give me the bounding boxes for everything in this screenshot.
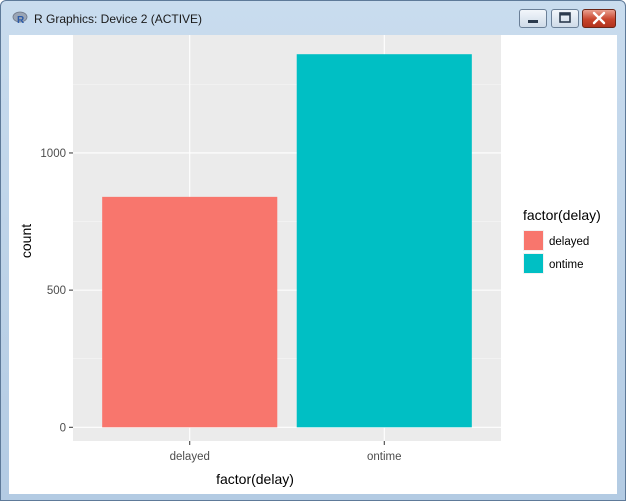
close-button[interactable]	[582, 9, 616, 28]
maximize-button[interactable]	[551, 9, 579, 28]
y-axis-title: count	[18, 224, 34, 258]
bar-chart: 0 500 1000 delayed ontime factor(delay) cou…	[18, 35, 601, 487]
close-icon	[592, 11, 606, 25]
x-tick-label: ontime	[367, 451, 402, 463]
plot-area: 0 500 1000 delayed ontime factor(delay) cou…	[9, 35, 617, 494]
y-tick-label: 500	[47, 285, 66, 297]
legend-label: delayed	[549, 236, 589, 248]
legend-title: factor(delay)	[523, 207, 601, 223]
y-tick-label: 0	[60, 422, 66, 434]
legend-swatch-ontime	[524, 254, 543, 273]
legend-swatch-delayed	[524, 231, 543, 250]
r-app-icon: R	[12, 11, 28, 26]
y-axis: 0 500 1000	[40, 148, 73, 434]
x-axis: delayed ontime	[170, 441, 402, 463]
title-bar[interactable]: R R Graphics: Device 2 (ACTIVE)	[1, 1, 625, 35]
legend-label: ontime	[549, 259, 584, 271]
y-tick-label: 1000	[40, 148, 66, 160]
bars	[102, 54, 472, 428]
maximize-icon	[559, 12, 571, 23]
x-tick-label: delayed	[170, 451, 210, 463]
legend: factor(delay) delayed ontime	[523, 207, 601, 274]
bar-ontime	[296, 54, 472, 428]
bar-delayed	[102, 196, 278, 428]
minimize-button[interactable]	[519, 9, 547, 28]
x-axis-title: factor(delay)	[216, 471, 294, 487]
window-title: R Graphics: Device 2 (ACTIVE)	[34, 12, 203, 26]
r-logo-letter: R	[17, 15, 25, 26]
minimize-icon	[528, 20, 538, 23]
